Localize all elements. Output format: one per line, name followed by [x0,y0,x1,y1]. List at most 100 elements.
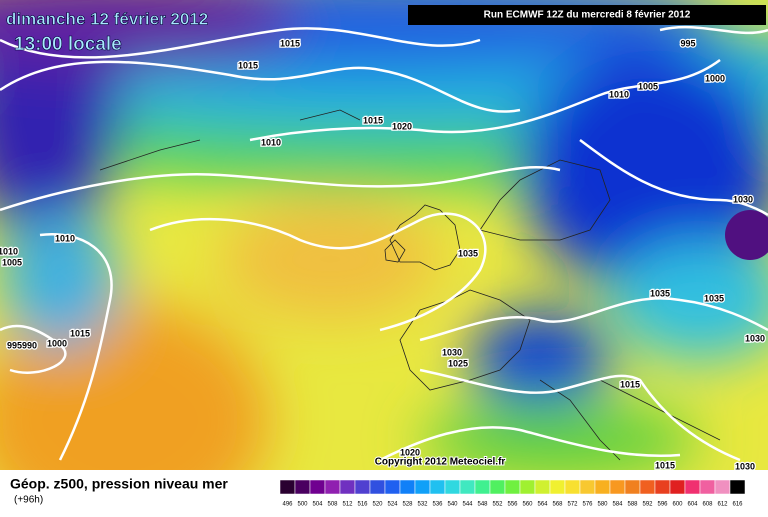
scale-swatch [594,479,611,495]
isobar-label: 1015 [70,328,90,338]
scale-label: 512 [342,502,353,508]
scale-swatch [444,479,461,495]
scale-swatch [324,479,341,495]
coastline [99,109,721,461]
isobar [149,212,487,332]
date: dimanche 12 février 2012 [6,9,208,28]
scale-label: 516 [357,502,368,508]
scale-label: 536 [432,502,443,508]
isobar-label: 1010 [55,233,75,243]
scale-label: 500 [297,502,308,508]
lead-time: (+96h) [14,495,43,506]
run-info: Run ECMWF 12Z du mercredi 8 février 2012 [484,10,691,21]
isobar [419,297,768,342]
scale-label: 584 [612,502,623,508]
isobar [0,27,481,59]
legend-title: Géop. z500, pression niveau mer [10,476,228,492]
scale-label: 596 [657,502,668,508]
isobar-label: 1005 [638,81,658,91]
scale-swatch [669,479,686,495]
scale-label: 508 [327,502,338,508]
isobar [0,324,67,374]
scale-label: 564 [537,502,548,508]
scale-label: 604 [687,502,698,508]
scale-swatch [564,479,581,495]
scale-swatch [399,479,416,495]
isobar-label: 1020 [400,447,420,457]
scale-label: 544 [462,502,473,508]
isobar-label: 1030 [745,333,765,343]
isobar [249,58,721,142]
time: 13:00 locale [14,34,122,55]
scale-swatch [279,479,296,495]
scale-swatch [609,479,626,495]
isobar-label: 1000 [705,73,725,83]
scale-label: 504 [312,502,323,508]
scale-swatch [549,479,566,495]
scale-label: 580 [597,502,608,508]
isobar-label: 1025 [448,358,468,368]
isobar-label: 1015 [655,460,675,470]
scale-swatch [624,479,641,495]
isobar-label: 1030 [735,461,755,471]
scale-label: 528 [402,502,413,508]
scale-swatch [534,479,551,495]
isobar-label: 1010 [0,246,18,256]
isobar-label: 1035 [650,288,670,298]
scale-swatch [294,479,311,495]
isobar [419,368,741,462]
isobar [379,426,681,462]
isobar [659,25,768,35]
scale-label: 576 [582,502,593,508]
isobar [0,166,561,212]
isobar [0,60,521,113]
scale-label: 496 [282,502,293,508]
isobar-label: 1015 [363,115,383,125]
scale-swatch [339,479,356,495]
isobar-label: 1010 [261,137,281,147]
scale-swatch [489,479,506,495]
isobar-label: 1030 [733,194,753,204]
scale-swatch [519,479,536,495]
isobar [39,233,113,461]
scale-label: 588 [627,502,638,508]
scale-swatch [579,479,596,495]
scale-swatch [684,479,701,495]
scale-label: 608 [702,502,713,508]
color-scale: 496 500 504 508 512 516 520 524 528 532 536 540 544 5… [279,479,746,508]
scale-swatch [504,479,521,495]
scale-label: 548 [477,502,488,508]
scale-label: 592 [642,502,653,508]
isobar-label: 1030 [442,347,462,357]
scale-swatch [639,479,656,495]
scale-label: 616 [732,502,743,508]
scale-label: 556 [507,502,518,508]
isobar-label: 995 [680,38,695,48]
scale-swatch [369,479,386,495]
isobar-label: 1000 [47,338,67,348]
run-box [408,5,766,25]
scale-swatch [429,479,446,495]
scale-swatch [309,479,326,495]
scale-swatch [654,479,671,495]
scale-label: 532 [417,502,428,508]
scale-label: 600 [672,502,683,508]
isobar-labels: 1015101599510051000101010151020101010301… [0,37,766,471]
isobar-label: 1015 [238,60,258,70]
scale-swatch [384,479,401,495]
isobar-label: 1005 [2,257,22,267]
scale-label: 612 [717,502,728,508]
scale-label: 568 [552,502,563,508]
scale-swatch [414,479,431,495]
scale-swatch [459,479,476,495]
scale-label: 524 [387,502,398,508]
isobar-label: 995990 [7,340,37,350]
scale-label: 572 [567,502,578,508]
scale-swatch [699,479,716,495]
isobar-label: 1015 [280,38,300,48]
copyright: Copyright 2012 Meteociel.fr [375,457,506,468]
isobar-label: 1015 [620,379,640,389]
scale-label: 540 [447,502,458,508]
